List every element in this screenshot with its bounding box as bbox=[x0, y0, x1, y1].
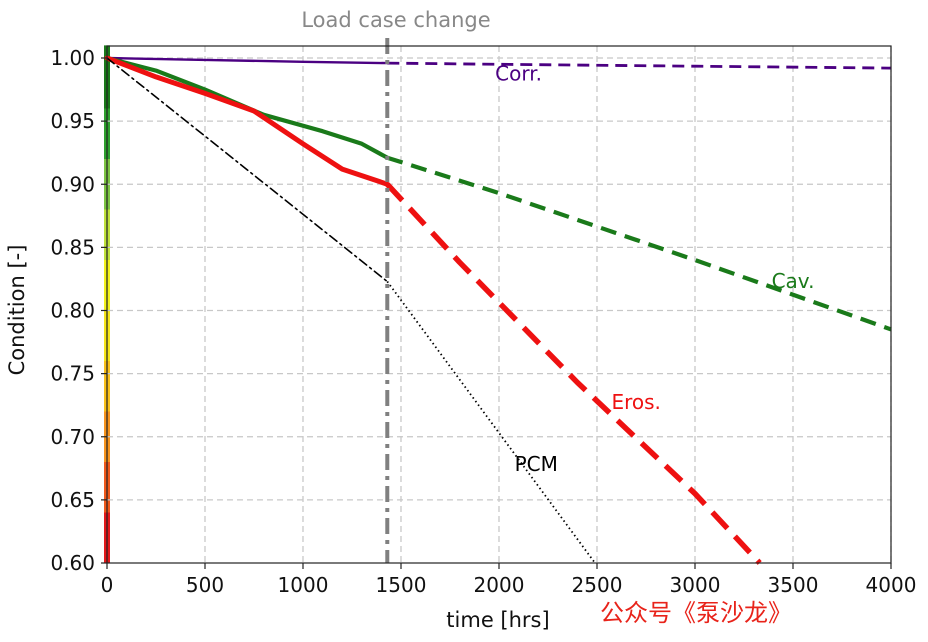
x-tick-label: 1000 bbox=[278, 573, 329, 597]
corr-observed-line bbox=[105, 56, 389, 65]
y-tick-label: 0.75 bbox=[50, 362, 95, 386]
plot-frame bbox=[106, 45, 892, 564]
eros-forecast-line bbox=[385, 182, 762, 565]
series-labels: Corr. Cav. Eros. PCM bbox=[495, 62, 814, 476]
x-tick-label: 500 bbox=[186, 573, 224, 597]
y-tick-label: 0.70 bbox=[50, 425, 95, 449]
x-tick-label: 4000 bbox=[866, 573, 917, 597]
x-tick-label: 0 bbox=[101, 573, 114, 597]
corr-forecast-line bbox=[387, 61, 892, 70]
x-tick-label: 2000 bbox=[474, 573, 525, 597]
axis-ticks: 0 500 1000 1500 2000 2500 3000 3500 4000 0.60 0.65… bbox=[50, 46, 916, 597]
x-tick-label: 2500 bbox=[572, 573, 623, 597]
cav-forecast-line bbox=[386, 155, 892, 332]
watermark-text: 公众号《泵沙龙》 bbox=[600, 599, 792, 627]
y-axis-label: Condition [-] bbox=[5, 245, 29, 376]
x-axis-label: time [hrs] bbox=[446, 608, 549, 632]
y-tick-label: 0.60 bbox=[50, 551, 95, 575]
y-tick-label: 0.95 bbox=[50, 109, 95, 133]
y-tick-label: 0.85 bbox=[50, 235, 95, 259]
x-tick-label: 3500 bbox=[768, 573, 819, 597]
x-tick-label: 1500 bbox=[376, 573, 427, 597]
pcm-forecast-line bbox=[386, 280, 596, 564]
corr-series-label: Corr. bbox=[495, 62, 542, 86]
load-case-change-label: Load case change bbox=[301, 8, 490, 32]
pcm-observed-line bbox=[106, 57, 389, 283]
grid bbox=[107, 46, 892, 563]
y-tick-label: 0.65 bbox=[50, 488, 95, 512]
y-tick-label: 0.80 bbox=[50, 299, 95, 323]
pcm-series-label: PCM bbox=[515, 452, 558, 476]
eros-series-label: Eros. bbox=[611, 390, 660, 414]
eros-observed-line bbox=[104, 55, 390, 187]
cav-series-label: Cav. bbox=[772, 269, 815, 293]
y-tick-label: 0.90 bbox=[50, 172, 95, 196]
series-lines bbox=[104, 55, 892, 565]
x-tick-label: 3000 bbox=[670, 573, 721, 597]
y-tick-label: 1.00 bbox=[50, 46, 95, 70]
